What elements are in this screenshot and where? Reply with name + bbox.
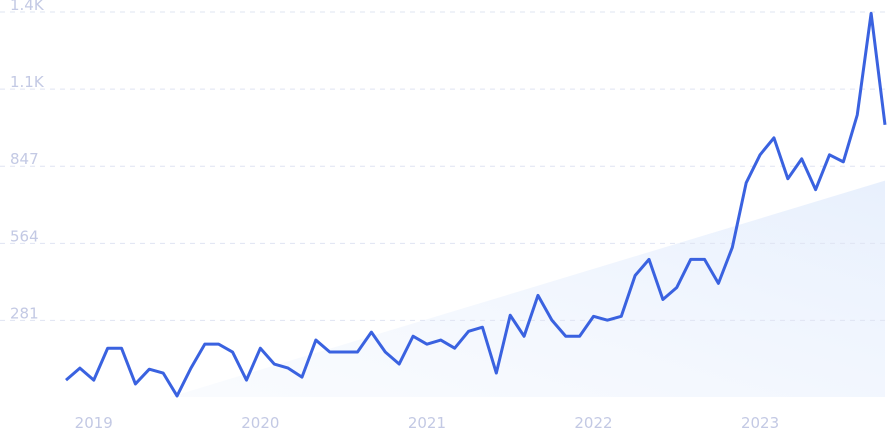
x-tick-label: 2023 [741,414,779,432]
x-tick-label: 2019 [75,414,113,432]
x-tick-label: 2021 [408,414,446,432]
y-tick-label: 1.4K [10,0,45,14]
y-tick-label: 281 [10,304,39,322]
trend-area [170,180,885,397]
y-tick-label: 847 [10,150,39,168]
y-tick-label: 564 [10,227,39,245]
line [65,11,887,398]
y-tick-label: 1.1K [10,73,45,91]
x-tick-label: 2022 [574,414,612,432]
x-tick-label: 2020 [241,414,279,432]
